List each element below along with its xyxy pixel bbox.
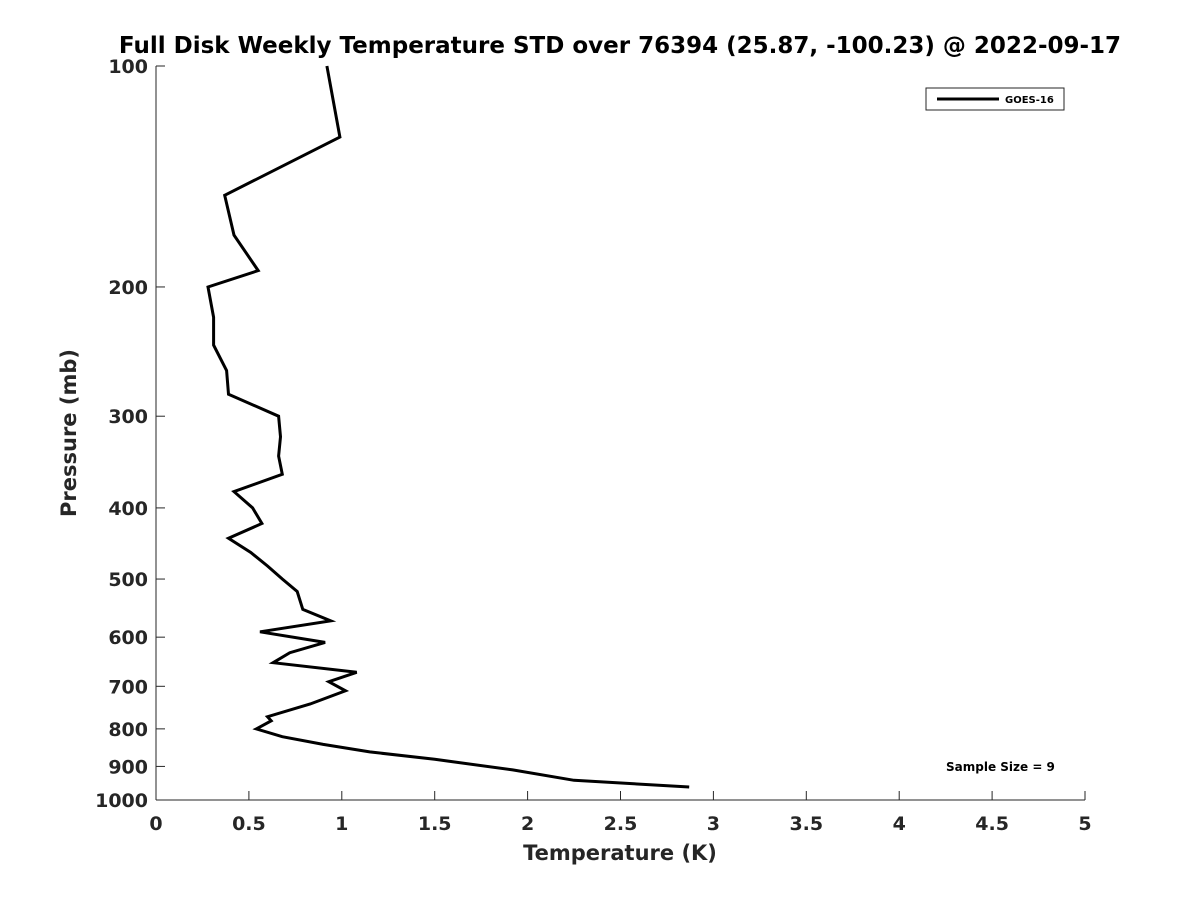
y-tick-label: 100: [108, 56, 148, 78]
legend: GOES-16: [925, 87, 1065, 111]
x-tick-label: 4.5: [975, 813, 1009, 835]
y-tick-label: 300: [108, 406, 148, 428]
x-tick-label: 3.5: [789, 813, 823, 835]
y-tick-label: 400: [108, 498, 148, 520]
chart-title: Full Disk Weekly Temperature STD over 76…: [119, 33, 1121, 59]
y-tick-label: 700: [108, 676, 148, 698]
sample-size-annotation: Sample Size = 9: [946, 760, 1055, 774]
y-tick-label: 900: [108, 756, 148, 778]
plot-area: [156, 66, 1085, 800]
x-tick-label: 3: [707, 813, 720, 835]
x-tick-label: 2: [521, 813, 534, 835]
x-tick-label: 0.5: [232, 813, 266, 835]
y-tick-label: 1000: [95, 790, 148, 812]
x-axis-ticks: 0 0.5 1 1.5 2 2.5 3 3.5 4 4.5 5: [149, 791, 1092, 835]
y-tick-label: 800: [108, 719, 148, 741]
x-tick-label: 4: [893, 813, 906, 835]
series-line-goes-16: [206, 65, 690, 789]
y-axis-label: Pressure (mb): [57, 349, 81, 517]
y-tick-label: 600: [108, 627, 148, 649]
series-layer: [206, 65, 690, 789]
legend-label-goes-16: GOES-16: [1005, 95, 1054, 106]
x-tick-label: 2.5: [604, 813, 638, 835]
x-tick-label: 0: [149, 813, 162, 835]
y-tick-label: 500: [108, 569, 148, 591]
x-axis-label: Temperature (K): [523, 841, 717, 865]
x-tick-label: 1: [335, 813, 348, 835]
y-axis-ticks: 100 200 300 400 500 600 700 800 900 1000: [95, 56, 165, 812]
x-tick-label: 1.5: [418, 813, 452, 835]
x-tick-label: 5: [1078, 813, 1091, 835]
y-tick-label: 200: [108, 277, 148, 299]
